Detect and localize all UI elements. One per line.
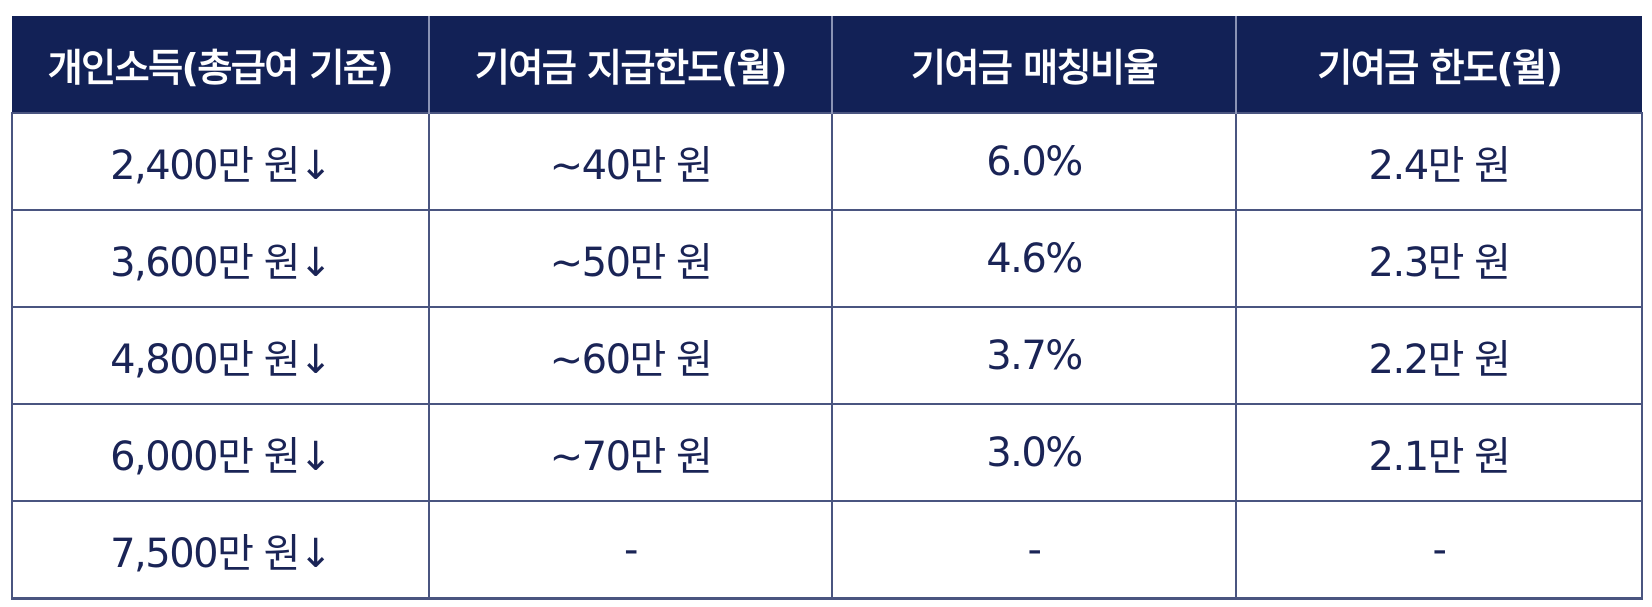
cell-payment-limit: ~50만 원 [428, 209, 833, 308]
cell-contribution-limit: 2.4만 원 [1235, 112, 1643, 211]
header-row: 개인소득(총급여 기준) 기여금 지급한도(월) 기여금 매칭비율 기여금 한도… [12, 16, 1642, 113]
cell-matching-rate: 4.6% [831, 209, 1237, 308]
table-row: 3,600만 원↓ ~50만 원 4.6% 2.3만 원 [11, 209, 1643, 308]
cell-income: 7,500만 원↓ [11, 500, 430, 600]
header-income-basis: 개인소득(총급여 기준) [12, 16, 429, 113]
cell-matching-rate: - [831, 500, 1237, 600]
cell-payment-limit: ~60만 원 [428, 306, 833, 405]
cell-contribution-limit: 2.3만 원 [1235, 209, 1643, 308]
header-payment-limit: 기여금 지급한도(월) [428, 16, 832, 113]
table-row: 4,800만 원↓ ~60만 원 3.7% 2.2만 원 [11, 306, 1643, 405]
cell-matching-rate: 6.0% [831, 112, 1237, 211]
contribution-table: 개인소득(총급여 기준) 기여금 지급한도(월) 기여금 매칭비율 기여금 한도… [11, 16, 1643, 600]
cell-payment-limit: ~40만 원 [428, 112, 833, 211]
cell-payment-limit: ~70만 원 [428, 403, 833, 502]
cell-payment-limit: - [428, 500, 833, 600]
cell-matching-rate: 3.0% [831, 403, 1237, 502]
table-row: 7,500만 원↓ - - - [11, 500, 1643, 600]
cell-contribution-limit: 2.1만 원 [1235, 403, 1643, 502]
table-row: 2,400만 원↓ ~40만 원 6.0% 2.4만 원 [11, 112, 1643, 211]
table-header: 개인소득(총급여 기준) 기여금 지급한도(월) 기여금 매칭비율 기여금 한도… [12, 16, 1642, 113]
header-contribution-limit: 기여금 한도(월) [1235, 16, 1642, 113]
contribution-table-container: 개인소득(총급여 기준) 기여금 지급한도(월) 기여금 매칭비율 기여금 한도… [11, 16, 1643, 600]
header-matching-rate: 기여금 매칭비율 [831, 16, 1236, 113]
cell-matching-rate: 3.7% [831, 306, 1237, 405]
cell-income: 3,600만 원↓ [11, 209, 430, 308]
table-row: 6,000만 원↓ ~70만 원 3.0% 2.1만 원 [11, 403, 1643, 502]
table-body: 2,400만 원↓ ~40만 원 6.0% 2.4만 원 3,600만 원↓ ~… [11, 112, 1643, 600]
cell-income: 2,400만 원↓ [11, 112, 430, 211]
cell-contribution-limit: - [1235, 500, 1643, 600]
cell-income: 4,800만 원↓ [11, 306, 430, 405]
cell-contribution-limit: 2.2만 원 [1235, 306, 1643, 405]
cell-income: 6,000만 원↓ [11, 403, 430, 502]
